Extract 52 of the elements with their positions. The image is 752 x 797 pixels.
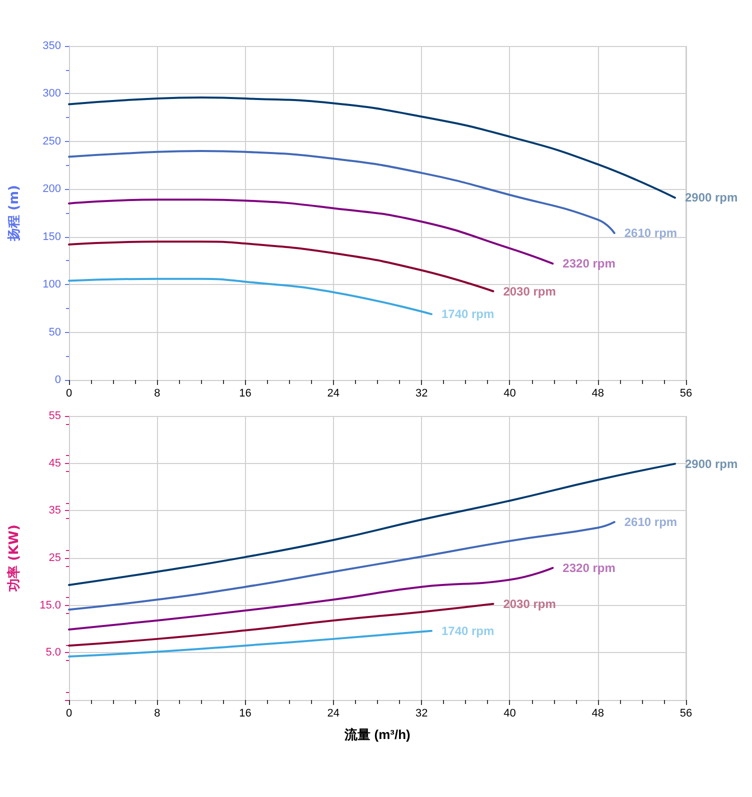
x-axis-title: 流量 (m³/h) xyxy=(344,727,410,742)
x-tick-label: 8 xyxy=(154,388,160,400)
line-series xyxy=(68,150,616,234)
y-tick-label: 15.0 xyxy=(40,599,61,612)
line-series xyxy=(68,278,432,316)
line-series xyxy=(68,602,494,647)
x-tick-label: 56 xyxy=(680,388,692,400)
line-series xyxy=(68,630,432,658)
x-tick-label: 40 xyxy=(504,388,516,400)
x-tick-label: 24 xyxy=(327,708,340,720)
x-tick-label: 0 xyxy=(66,388,72,400)
series-label: 2320 rpm xyxy=(562,256,616,271)
y-tick-label: 200 xyxy=(42,183,61,196)
x-tick-label: 8 xyxy=(154,708,160,720)
x-tick-label: 24 xyxy=(327,388,340,400)
y-tick-label: 350 xyxy=(42,40,61,52)
y-tick-label: 250 xyxy=(42,135,61,148)
x-tick-label: 32 xyxy=(415,388,428,400)
y-tick-label: 300 xyxy=(42,88,61,100)
series-label: 2900 rpm xyxy=(684,190,738,205)
y-tick-label: 0 xyxy=(54,374,61,386)
line-series xyxy=(68,198,554,265)
series-label: 1740 rpm xyxy=(441,624,494,638)
series-label: 2610 rpm xyxy=(624,226,678,240)
x-tick-label: 48 xyxy=(592,388,604,400)
x-tick-label: 16 xyxy=(239,708,252,720)
line-series xyxy=(68,240,494,292)
y-tick-label: 100 xyxy=(42,278,61,291)
line-series xyxy=(68,462,676,586)
y-tick-label: 25 xyxy=(48,552,61,564)
y-tick-label: 55 xyxy=(48,410,61,422)
line-series xyxy=(68,96,676,199)
x-tick-label: 40 xyxy=(504,708,516,720)
y-tick-label: 35 xyxy=(48,504,61,517)
x-tick-label: 56 xyxy=(680,708,692,720)
x-tick-label: 16 xyxy=(239,388,252,400)
x-tick-label: 0 xyxy=(66,708,72,720)
y-tick-label: 150 xyxy=(42,230,61,243)
y-tick-label: 45 xyxy=(48,457,61,470)
y-tick-label: 50 xyxy=(48,326,61,338)
series-label: 2610 rpm xyxy=(624,515,678,530)
x-tick-label: 48 xyxy=(592,708,604,720)
series-label: 2320 rpm xyxy=(562,560,616,575)
y-tick-label: 5.0 xyxy=(46,646,61,659)
series-label: 2030 rpm xyxy=(503,596,556,611)
x-tick-label: 32 xyxy=(415,708,428,720)
series-label: 2030 rpm xyxy=(503,284,556,298)
line-series xyxy=(68,521,616,611)
y-axis-title: 扬程 (m) xyxy=(7,185,22,242)
series-label: 1740 rpm xyxy=(441,307,494,322)
series-label: 2900 rpm xyxy=(684,456,738,471)
y-axis-title: 功率 (KW) xyxy=(6,524,22,592)
